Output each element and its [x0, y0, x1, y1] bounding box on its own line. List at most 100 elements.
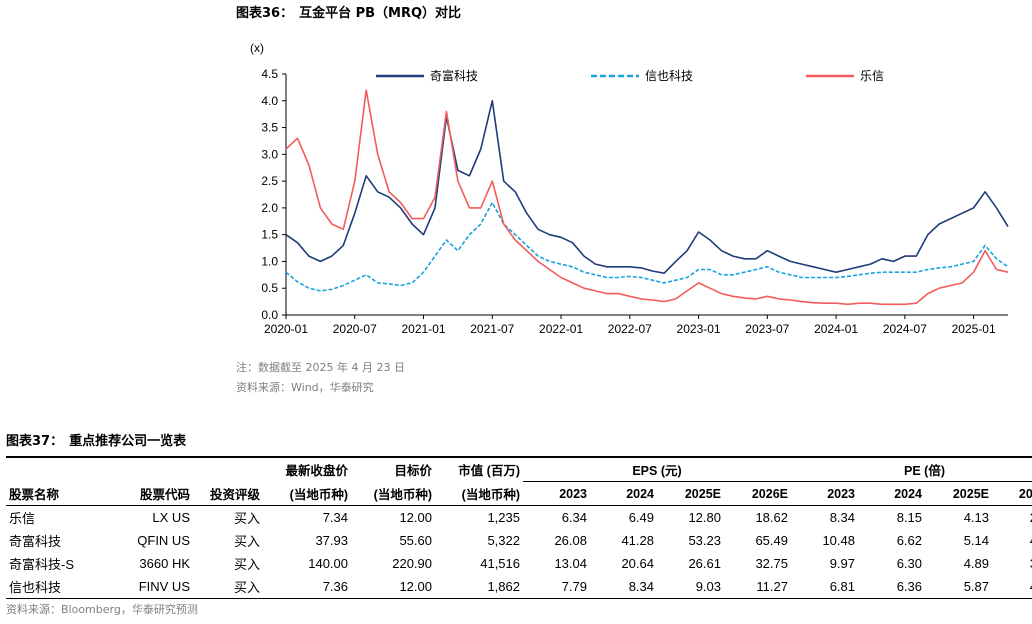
x-tick-label: 2021-01	[402, 322, 446, 336]
y-tick-label: 4.0	[261, 94, 278, 108]
figure36-title-text: 互金平台 PB（MRQ）对比	[299, 6, 462, 21]
y-tick-label: 0.5	[261, 281, 278, 295]
target-price: 12.00	[399, 510, 432, 525]
x-tick-label: 2023-01	[677, 322, 721, 336]
pe-value: 6.81	[791, 575, 858, 599]
header-pe-2023: 2023	[791, 481, 858, 506]
rating: 买入	[233, 557, 260, 572]
stock-code: FINV US	[116, 575, 193, 599]
header-eps-group: EPS (元)	[523, 456, 791, 482]
pe-value: 5.14	[963, 533, 989, 548]
recommendation-table: 最新收盘价 目标价 市值 (百万) EPS (元) PE (倍) 股票名称 股票…	[6, 456, 1032, 599]
pe-value: 4.13	[963, 510, 989, 525]
header-pe-2024: 2024	[858, 481, 925, 506]
x-tick-label: 2024-07	[883, 322, 927, 336]
header-mktcap: 市值 (百万)	[435, 456, 523, 482]
header-mktcap-ccy: (当地币种)	[435, 481, 523, 506]
pe-value: 4.17	[992, 529, 1032, 552]
eps-value: 65.49	[755, 533, 788, 548]
rating: 买入	[233, 511, 260, 526]
x-tick-label: 2025-01	[952, 322, 996, 336]
pe-value: 9.97	[829, 556, 855, 571]
eps-value: 8.34	[590, 575, 657, 599]
header-eps-2023: 2023	[523, 481, 590, 506]
market-cap: 41,516	[480, 556, 520, 571]
y-tick-label: 4.5	[261, 67, 278, 81]
x-tick-label: 2023-07	[745, 322, 789, 336]
stock-code: 3660 HK	[139, 556, 190, 571]
stock-code: LX US	[152, 510, 190, 525]
target-price: 12.00	[351, 575, 435, 599]
table-row: 奇富科技-S 3660 HK 买入 140.00 220.90 41,516 13.04 20…	[6, 552, 1032, 575]
target-price: 220.90	[392, 556, 432, 571]
eps-value: 53.23	[688, 533, 721, 548]
x-tick-label: 2022-07	[608, 322, 652, 336]
y-tick-label: 2.0	[261, 201, 278, 215]
eps-value: 12.80	[688, 510, 721, 525]
pb-line-chart: (x) 0.0 0.5 1.0 1.5 2.0 2.5 3.0 3.5 4.0 4.5 2020-01…	[250, 41, 1009, 336]
eps-value: 6.34	[561, 510, 587, 525]
eps-value: 32.75	[755, 556, 788, 571]
header-eps-2026e: 2026E	[724, 481, 791, 506]
y-tick-label: 3.0	[261, 147, 278, 161]
pe-value: 4.89	[963, 556, 989, 571]
y-unit-label: (x)	[250, 41, 264, 55]
header-price-ccy: (当地币种)	[263, 481, 351, 506]
figure36-label: 图表36：	[236, 6, 294, 21]
table-source: 资料来源：Bloomberg，华泰研究预测	[6, 603, 198, 616]
header-name: 股票名称	[6, 481, 116, 506]
eps-value: 11.27	[724, 575, 791, 599]
pe-value: 6.62	[896, 533, 922, 548]
rating: 买入	[193, 575, 263, 599]
pe-value: 4.71	[992, 575, 1032, 599]
x-tick-label: 2021-07	[470, 322, 514, 336]
target-price: 55.60	[399, 533, 432, 548]
table-row: 奇富科技 QFIN US 买入 37.93 55.60 5,322 26.08 41.28 53…	[6, 529, 1032, 552]
series-line-1	[285, 201, 1009, 292]
y-tick-label: 1.0	[261, 254, 278, 268]
close-price: 7.36	[263, 575, 351, 599]
pe-value: 3.97	[992, 552, 1032, 575]
pe-value: 8.34	[829, 510, 855, 525]
y-tick-label: 3.5	[261, 121, 278, 135]
eps-value: 7.79	[523, 575, 590, 599]
figure37-title-text: 重点推荐公司一览表	[69, 434, 187, 449]
header-target: 目标价	[351, 456, 435, 482]
figure37-title: 图表37： 重点推荐公司一览表	[6, 430, 186, 449]
chart-source: 资料来源：Wind，华泰研究	[236, 381, 374, 394]
figure36-title: 图表36： 互金平台 PB（MRQ）对比	[236, 2, 461, 21]
pe-value: 10.48	[822, 533, 855, 548]
x-tick-label: 2024-01	[814, 322, 858, 336]
header-eps-2024: 2024	[590, 481, 657, 506]
header-pe-2026e: 2026E	[992, 481, 1032, 506]
header-price: 最新收盘价	[263, 456, 351, 482]
header-pe-2025e: 2025E	[925, 481, 992, 506]
close-price: 140.00	[308, 556, 348, 571]
market-cap: 5,322	[487, 533, 520, 548]
pe-value: 6.36	[858, 575, 925, 599]
series-line-2	[285, 89, 1009, 306]
eps-value: 13.04	[554, 556, 587, 571]
table-row: 信也科技 FINV US 买入 7.36 12.00 1,862 7.79 8.34 9.03 1…	[6, 575, 1032, 599]
legend-label-1: 信也科技	[645, 69, 693, 83]
y-tick-label: 2.5	[261, 174, 278, 188]
pe-value: 2.84	[992, 506, 1032, 530]
header-row-1: 最新收盘价 目标价 市值 (百万) EPS (元) PE (倍)	[6, 456, 1032, 482]
pe-value: 8.15	[896, 510, 922, 525]
header-eps-2025e: 2025E	[657, 481, 724, 506]
figure37-label: 图表37：	[6, 434, 64, 449]
series-line-0	[285, 100, 1009, 274]
eps-value: 9.03	[657, 575, 724, 599]
header-target-ccy: (当地币种)	[351, 481, 435, 506]
eps-value: 26.61	[688, 556, 721, 571]
stock-name: 奇富科技	[9, 534, 62, 549]
eps-value: 6.49	[628, 510, 654, 525]
close-price: 7.34	[322, 510, 348, 525]
eps-value: 41.28	[621, 533, 654, 548]
rating: 买入	[233, 534, 260, 549]
chart-note: 注：数据截至 2025 年 4 月 23 日	[236, 361, 405, 374]
stock-code: QFIN US	[137, 533, 190, 548]
table-row: 乐信 LX US 买入 7.34 12.00 1,235 6.34 6.49 12.80 18.6…	[6, 506, 1032, 530]
x-tick-label: 2022-01	[539, 322, 583, 336]
x-tick-label: 2020-07	[333, 322, 377, 336]
